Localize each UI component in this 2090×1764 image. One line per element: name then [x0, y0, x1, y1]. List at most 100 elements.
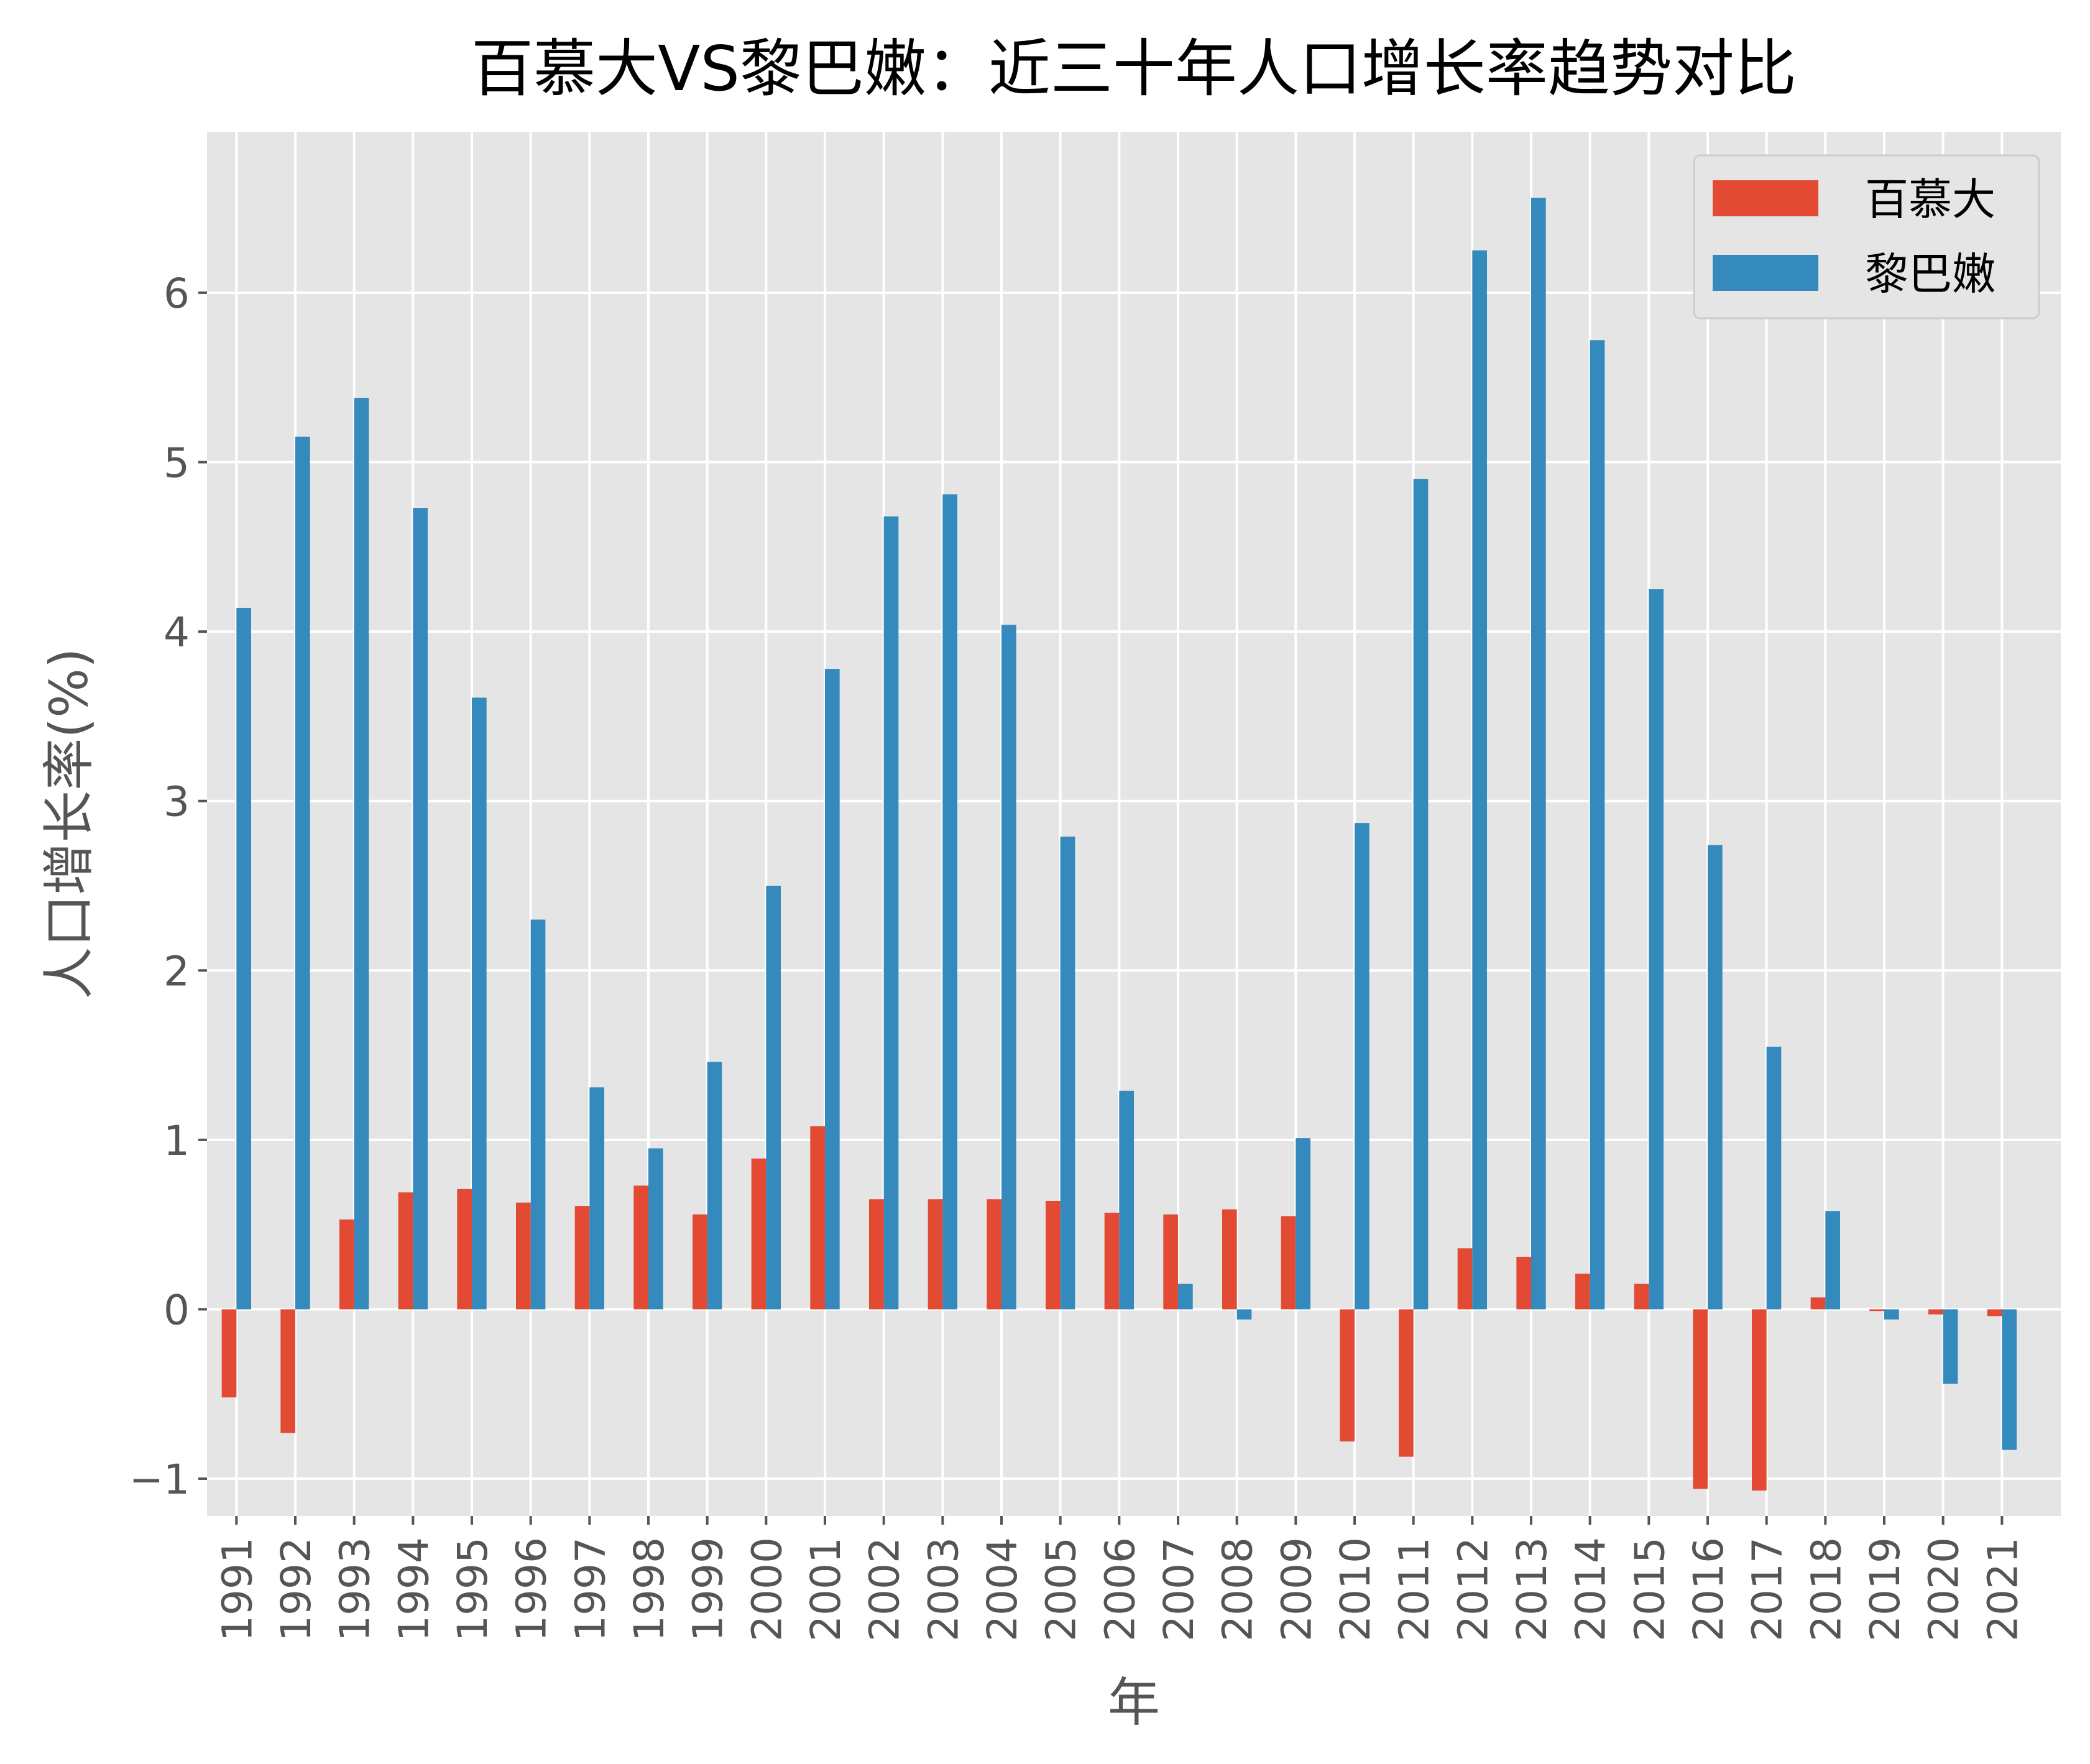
x-tick-label: 2002 [861, 1537, 909, 1642]
bar-lebanon-1997 [589, 1087, 604, 1310]
legend-swatch-bermuda [1713, 180, 1818, 216]
bar-lebanon-1994 [413, 508, 428, 1310]
bar-lebanon-2019 [1884, 1309, 1899, 1320]
bar-bermuda-2020 [1928, 1309, 1943, 1315]
bar-bermuda-2002 [869, 1199, 884, 1310]
bar-bermuda-1994 [398, 1192, 413, 1310]
bar-lebanon-2012 [1472, 250, 1487, 1310]
bar-lebanon-2007 [1178, 1284, 1193, 1310]
bar-bermuda-2014 [1575, 1274, 1590, 1310]
bar-bermuda-2019 [1869, 1309, 1884, 1312]
y-tick-label: 6 [163, 270, 190, 318]
bar-bermuda-2006 [1104, 1213, 1120, 1310]
bar-bermuda-1995 [457, 1188, 472, 1310]
bar-lebanon-1999 [707, 1062, 722, 1310]
bar-bermuda-2017 [1752, 1309, 1767, 1491]
chart-title: 百慕大VS黎巴嫩：近三十年人口增长率趋势对比 [471, 32, 1797, 105]
x-tick-label: 2007 [1155, 1537, 1203, 1642]
bar-lebanon-2015 [1649, 589, 1664, 1310]
x-tick-label: 1999 [684, 1537, 732, 1642]
x-tick-label: 1993 [331, 1537, 379, 1642]
x-tick-label: 1996 [508, 1537, 556, 1642]
bar-bermuda-1992 [280, 1309, 295, 1433]
bar-bermuda-2016 [1693, 1309, 1708, 1489]
x-tick-label: 2003 [919, 1537, 967, 1642]
bar-bermuda-2009 [1281, 1216, 1296, 1310]
bar-lebanon-2004 [1001, 625, 1016, 1310]
x-tick-label: 2014 [1567, 1537, 1615, 1642]
bar-lebanon-2008 [1236, 1309, 1252, 1320]
x-tick-label: 2000 [743, 1537, 791, 1642]
x-tick-label: 2012 [1449, 1537, 1497, 1642]
bar-lebanon-2013 [1531, 198, 1546, 1310]
bar-lebanon-2006 [1119, 1090, 1134, 1310]
bar-bermuda-2001 [810, 1126, 825, 1310]
bar-lebanon-2016 [1708, 845, 1723, 1310]
bar-bermuda-2021 [1987, 1309, 2002, 1316]
x-tick-label: 2009 [1273, 1537, 1320, 1642]
x-tick-label: 2021 [1979, 1537, 2027, 1642]
x-tick-label: 2019 [1861, 1537, 1909, 1642]
bars [221, 198, 2017, 1491]
x-tick-label: 1991 [213, 1537, 261, 1642]
bar-lebanon-1993 [354, 397, 369, 1310]
y-tick-label: 4 [163, 609, 190, 656]
bar-bermuda-1991 [221, 1309, 237, 1398]
y-tick-label: 2 [163, 947, 190, 995]
x-tick-label: 1997 [566, 1537, 614, 1642]
x-tick-label: 2004 [978, 1537, 1026, 1642]
bar-bermuda-2012 [1457, 1248, 1473, 1310]
bar-lebanon-1998 [648, 1148, 663, 1310]
bar-bermuda-2007 [1163, 1214, 1178, 1310]
bar-lebanon-2005 [1060, 836, 1075, 1310]
y-tick-label: 1 [163, 1117, 190, 1165]
bar-bermuda-2018 [1810, 1297, 1826, 1310]
legend-swatch-lebanon [1713, 255, 1818, 291]
x-tick-label: 2013 [1508, 1537, 1556, 1642]
bar-lebanon-1996 [530, 919, 546, 1310]
bar-lebanon-2000 [766, 885, 781, 1310]
x-tick-label: 2011 [1391, 1537, 1439, 1642]
bar-lebanon-1995 [472, 697, 487, 1310]
legend-label-bermuda: 百慕大 [1865, 174, 1996, 225]
bar-lebanon-2011 [1413, 479, 1429, 1310]
bar-lebanon-2009 [1296, 1138, 1310, 1310]
bar-lebanon-1992 [295, 436, 310, 1310]
bar-lebanon-2010 [1355, 823, 1370, 1310]
bar-lebanon-2003 [942, 494, 957, 1310]
legend-label-lebanon: 黎巴嫩 [1865, 249, 1996, 300]
bar-bermuda-2004 [987, 1199, 1001, 1310]
x-axis: 1991 1992 1993 1994 1995 1996 1997 1998 1999 2000… [213, 1516, 2027, 1642]
x-tick-label: 2017 [1744, 1537, 1792, 1642]
y-axis: −1 0 1 2 3 4 5 6 [129, 270, 207, 1504]
bar-bermuda-1998 [633, 1185, 648, 1310]
y-tick-label: −1 [129, 1456, 190, 1504]
bar-lebanon-2020 [1943, 1309, 1958, 1384]
bar-lebanon-2018 [1825, 1211, 1840, 1310]
bar-bermuda-2003 [928, 1199, 943, 1310]
legend: 百慕大 黎巴嫩 [1693, 154, 2040, 319]
x-tick-label: 2018 [1802, 1537, 1850, 1642]
bar-lebanon-2002 [883, 516, 899, 1310]
x-tick-label: 1994 [390, 1537, 438, 1642]
y-axis-label: 人口增长率(%) [39, 648, 99, 999]
bar-bermuda-2005 [1046, 1200, 1061, 1310]
y-tick-label: 0 [163, 1286, 190, 1334]
bar-bermuda-2013 [1516, 1256, 1531, 1310]
bar-bermuda-1993 [339, 1219, 354, 1310]
bar-bermuda-2000 [751, 1158, 766, 1310]
bar-bermuda-2011 [1399, 1309, 1414, 1457]
x-tick-label: 2001 [802, 1537, 850, 1642]
x-tick-label: 1998 [625, 1537, 673, 1642]
x-tick-label: 2020 [1920, 1537, 1968, 1642]
x-tick-label: 2005 [1038, 1537, 1085, 1642]
x-tick-label: 2015 [1626, 1537, 1673, 1642]
x-tick-label: 2008 [1214, 1537, 1262, 1642]
bar-lebanon-2014 [1590, 340, 1605, 1310]
bar-bermuda-2015 [1634, 1284, 1649, 1310]
x-tick-label: 2010 [1332, 1537, 1379, 1642]
bar-bermuda-1999 [693, 1214, 707, 1310]
x-tick-label: 2006 [1096, 1537, 1144, 1642]
